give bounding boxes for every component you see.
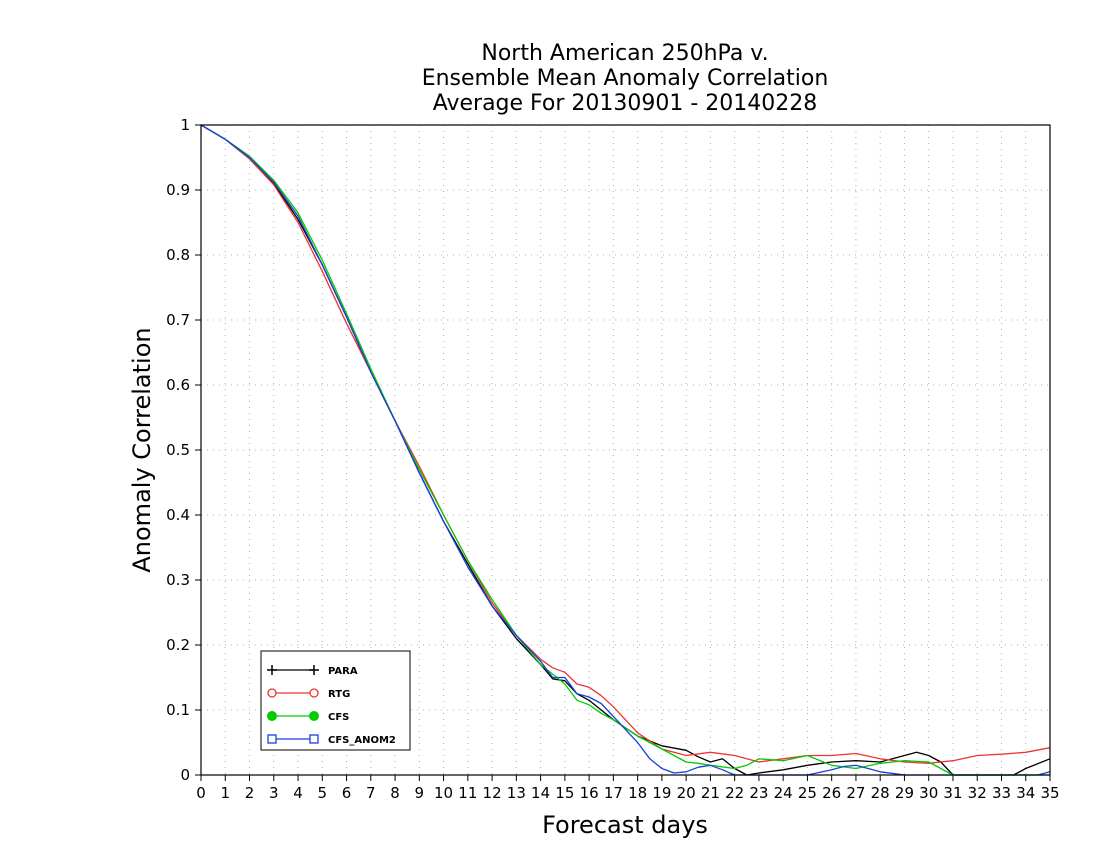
x-tick-label: 0 (196, 784, 206, 802)
open-circle-marker-icon (267, 688, 277, 698)
legend-item-rtg: RTG (267, 688, 350, 700)
legend-label: CFS (328, 712, 349, 723)
x-axis-label: Forecast days (542, 811, 708, 839)
x-tick-label: 7 (366, 784, 376, 802)
x-tick-label: 15 (555, 784, 574, 802)
x-tick-label: 8 (390, 784, 400, 802)
filled-circle-marker-icon (267, 711, 277, 721)
x-tick-label: 19 (652, 784, 671, 802)
title-line-1: North American 250hPa v. (481, 41, 768, 66)
x-tick-label: 9 (415, 784, 425, 802)
x-tick-label: 34 (1016, 784, 1035, 802)
plus-marker-icon (309, 665, 319, 675)
y-tick-label: 0.8 (166, 246, 190, 264)
x-tick-label: 12 (483, 784, 502, 802)
x-tick-label: 3 (269, 784, 279, 802)
x-tick-label: 10 (434, 784, 453, 802)
y-tick-label: 0.3 (166, 571, 190, 589)
title-line-2: Ensemble Mean Anomaly Correlation (422, 66, 829, 91)
x-tick-label: 24 (774, 784, 793, 802)
x-tick-label: 1 (220, 784, 230, 802)
open-square-marker-icon (267, 734, 277, 744)
x-tick-label: 4 (293, 784, 303, 802)
x-tick-label: 20 (677, 784, 696, 802)
x-tick-label: 29 (895, 784, 914, 802)
chart-title: North American 250hPa v. Ensemble Mean A… (422, 41, 829, 116)
y-tick-label: 1 (180, 116, 190, 134)
x-tick-label: 21 (701, 784, 720, 802)
x-tick-label: 26 (822, 784, 841, 802)
x-tick-label: 13 (507, 784, 526, 802)
open-circle-marker-icon (309, 688, 319, 698)
x-tick-label: 16 (580, 784, 599, 802)
legend-label: PARA (328, 666, 358, 677)
x-tick-label: 25 (798, 784, 817, 802)
x-tick-label: 5 (318, 784, 328, 802)
x-tick-label: 6 (342, 784, 352, 802)
y-tick-label: 0.4 (166, 506, 190, 524)
plus-marker-icon (267, 665, 277, 675)
x-tick-label: 22 (725, 784, 744, 802)
filled-circle-marker-icon (309, 711, 319, 721)
open-square-marker-icon (309, 734, 319, 744)
y-tick-label: 0 (180, 766, 190, 784)
x-tick-label: 33 (992, 784, 1011, 802)
y-tick-label: 0.9 (166, 181, 190, 199)
x-tick-label: 32 (968, 784, 987, 802)
y-tick-label: 0.5 (166, 441, 190, 459)
x-tick-label: 30 (919, 784, 938, 802)
x-tick-label: 14 (531, 784, 550, 802)
x-tick-label: 31 (943, 784, 962, 802)
x-tick-label: 28 (871, 784, 890, 802)
x-tick-label: 18 (628, 784, 647, 802)
plot-frame (200, 124, 1051, 776)
axis-ticks: 0 1 2 3 4 5 6 7 8 9 10 11 12 13 14 15 16 17 18 19 20 21 22 23 24… (166, 116, 1059, 802)
y-tick-label: 0.2 (166, 636, 190, 654)
y-tick-label: 0.7 (166, 311, 190, 329)
series-line-cfs (200, 124, 1050, 776)
legend-item-cfs-anom2: CFS_ANOM2 (267, 734, 396, 746)
x-tick-label: 17 (604, 784, 623, 802)
legend-item-para: PARA (267, 665, 358, 677)
y-tick-label: 0.1 (166, 701, 190, 719)
legend: PARA RTG CFS CFS_ANOM2 (260, 650, 411, 751)
grid-lines (201, 125, 1050, 775)
legend-label: RTG (328, 689, 350, 700)
series-lines (200, 124, 1051, 776)
series-line-rtg (200, 124, 1051, 764)
x-tick-label: 35 (1040, 784, 1059, 802)
legend-item-cfs: CFS (267, 711, 349, 723)
y-axis-label: Anomaly Correlation (128, 327, 156, 572)
x-tick-label: 23 (749, 784, 768, 802)
y-tick-label: 0.6 (166, 376, 190, 394)
x-tick-label: 2 (245, 784, 255, 802)
title-line-3: Average For 20130901 - 20140228 (433, 91, 818, 116)
x-tick-label: 11 (458, 784, 477, 802)
x-tick-label: 27 (846, 784, 865, 802)
legend-box (260, 650, 411, 751)
series-line-cfs-anom2 (200, 124, 1051, 776)
legend-label: CFS_ANOM2 (328, 735, 396, 746)
